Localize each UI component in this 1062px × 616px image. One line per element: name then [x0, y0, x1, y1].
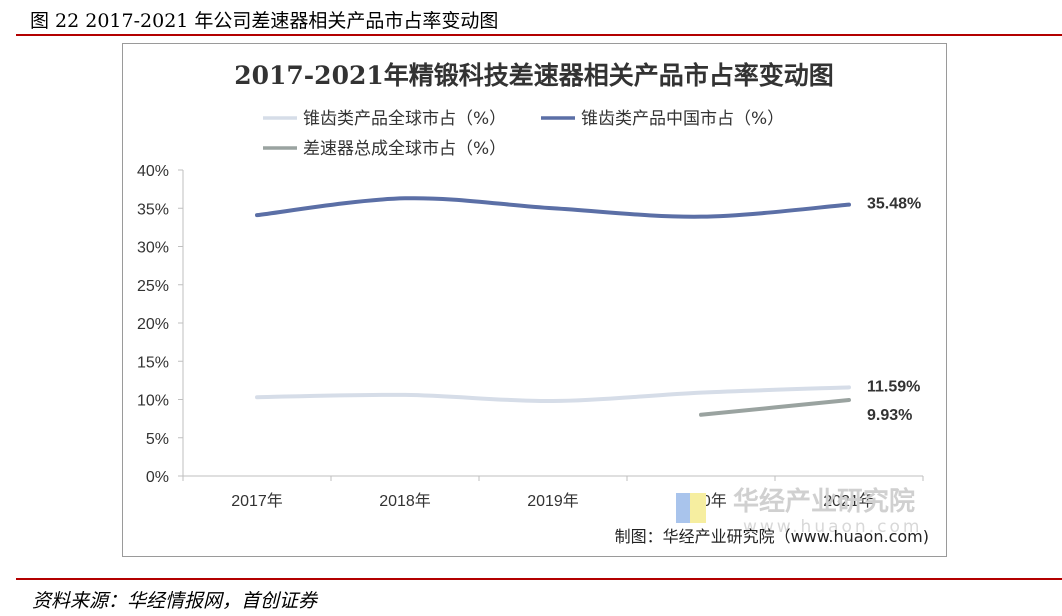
chart-axes: 0% 5% 10% 15% 20% 25% 30% 35% 40% 2017年 2018年 2019年…: [137, 163, 924, 510]
chart-title: 2017-2021年精锻科技差速器相关产品市占率变动图: [234, 61, 834, 90]
x-tick-label: 2021年: [823, 492, 875, 510]
series-line: [699, 398, 851, 417]
chart-frame: 2017-2021年精锻科技差速器相关产品市占率变动图 锥齿类产品全球市占（%）…: [122, 43, 947, 557]
series-line: [255, 196, 851, 219]
chart-legend: 锥齿类产品全球市占（%） 锥齿类产品中国市占（%） 差速器总成全球市占（%）: [263, 109, 784, 159]
data-label: 11.59%: [867, 378, 920, 395]
watermark: 华经产业研究院 www.huaon.com: [676, 486, 922, 537]
y-tick-label: 30%: [137, 240, 169, 257]
data-label: 35.48%: [867, 196, 921, 213]
x-tick-label: 2019年: [527, 492, 579, 510]
watermark-text: 华经产业研究院: [733, 486, 915, 517]
watermark-sub: www.huaon.com: [743, 517, 922, 537]
y-tick-label: 40%: [137, 163, 169, 180]
chart-series: [255, 196, 851, 417]
y-tick-label: 35%: [137, 201, 169, 218]
source-note: 资料来源：华经情报网，首创证券: [32, 590, 318, 612]
series-line: [255, 385, 851, 404]
legend-label: 锥齿类产品中国市占（%）: [581, 109, 784, 129]
chart-credit: 制图：华经产业研究院（www.huaon.com): [615, 527, 929, 546]
bottom-divider: [16, 578, 1062, 580]
top-divider: [16, 34, 1062, 36]
x-tick-label: 2017年: [231, 492, 283, 510]
legend-label: 锥齿类产品全球市占（%）: [303, 109, 506, 129]
watermark-logo-blue: [676, 493, 690, 523]
y-tick-label: 20%: [137, 316, 169, 333]
legend-label: 差速器总成全球市占（%）: [303, 139, 506, 159]
chart-data-labels: 11.59% 35.48% 9.93%: [867, 196, 921, 424]
y-tick-label: 5%: [146, 431, 169, 448]
y-tick-label: 25%: [137, 278, 169, 295]
watermark-logo-yellow: [690, 493, 706, 523]
figure-caption: 图 22 2017-2021 年公司差速器相关产品市占率变动图: [30, 10, 499, 32]
x-tick-label: 2018年: [379, 492, 431, 510]
y-tick-label: 15%: [137, 354, 169, 371]
y-tick-label: 10%: [137, 393, 169, 410]
y-tick-label: 0%: [146, 469, 169, 486]
data-label: 9.93%: [867, 407, 912, 424]
chart-svg: 2017-2021年精锻科技差速器相关产品市占率变动图 锥齿类产品全球市占（%）…: [137, 61, 929, 546]
